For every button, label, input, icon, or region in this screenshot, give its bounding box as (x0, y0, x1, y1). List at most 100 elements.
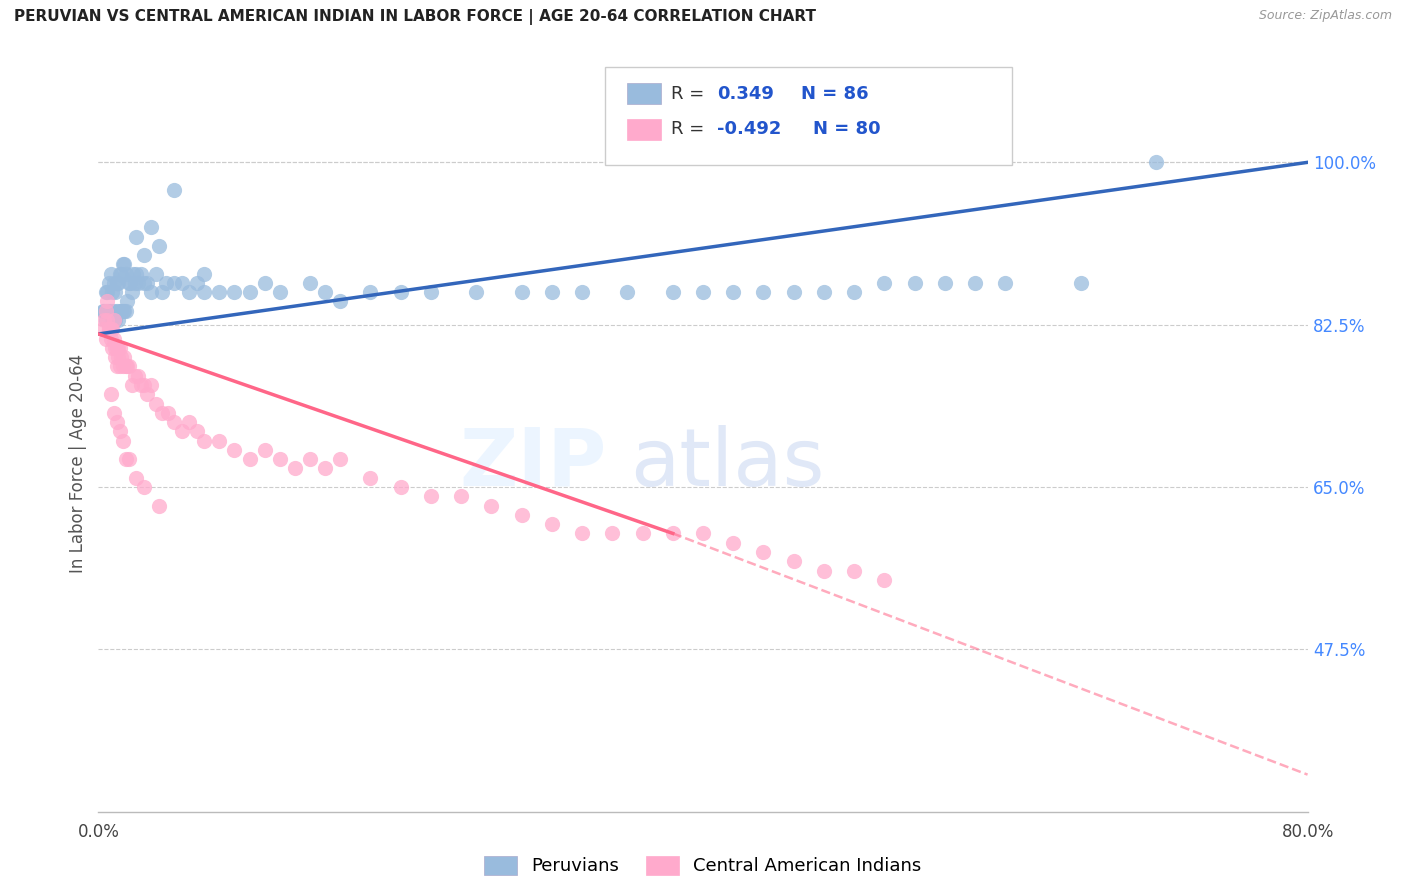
Point (112, 350, 135, 364)
Point (329, 452, 352, 467)
Point (94, 332, 117, 346)
Point (141, 285, 163, 300)
Point (100, 303, 122, 318)
Point (98, 322, 121, 336)
Text: atlas: atlas (630, 425, 825, 503)
Point (540, 517, 562, 532)
Text: Source: ZipAtlas.com: Source: ZipAtlas.com (1258, 9, 1392, 22)
Point (103, 276, 125, 290)
Point (873, 573, 896, 587)
Text: N = 86: N = 86 (801, 85, 869, 103)
Point (105, 341, 128, 355)
Point (105, 303, 128, 318)
Point (723, 285, 745, 300)
Point (155, 276, 177, 290)
Point (193, 285, 215, 300)
Point (105, 415, 128, 429)
Point (98, 276, 121, 290)
Point (94, 313, 117, 327)
Point (101, 285, 124, 300)
Point (329, 294, 352, 309)
Point (103, 332, 125, 346)
Point (269, 452, 291, 467)
Legend: Peruvians, Central American Indians: Peruvians, Central American Indians (477, 849, 929, 883)
Point (844, 564, 866, 578)
Point (101, 341, 124, 355)
Point (179, 285, 201, 300)
Point (179, 415, 201, 429)
Point (100, 267, 122, 281)
Point (127, 276, 149, 290)
Point (904, 276, 927, 290)
Point (571, 526, 593, 541)
Point (124, 368, 146, 383)
Point (170, 276, 193, 290)
Point (1070, 276, 1092, 290)
Point (148, 499, 170, 513)
Point (107, 313, 129, 327)
Point (129, 378, 152, 392)
Point (100, 332, 122, 346)
Point (93, 303, 115, 318)
Point (114, 267, 136, 281)
Point (107, 341, 129, 355)
Point (122, 267, 145, 281)
Point (269, 285, 291, 300)
Point (148, 239, 170, 253)
Point (132, 276, 155, 290)
Point (186, 425, 208, 439)
Point (112, 257, 135, 271)
Point (692, 526, 714, 541)
Point (112, 303, 135, 318)
Point (616, 285, 638, 300)
Point (110, 267, 132, 281)
Point (111, 257, 134, 271)
Point (994, 276, 1017, 290)
Point (163, 183, 186, 197)
Point (239, 452, 262, 467)
Point (540, 285, 562, 300)
Point (723, 535, 745, 549)
Point (114, 303, 136, 318)
Point (156, 406, 179, 420)
Point (934, 276, 956, 290)
Text: R =: R = (671, 120, 710, 138)
Point (101, 322, 124, 336)
Point (108, 425, 131, 439)
Point (124, 276, 146, 290)
Point (125, 267, 148, 281)
Y-axis label: In Labor Force | Age 20-64: In Labor Force | Age 20-64 (69, 354, 87, 574)
Point (208, 285, 231, 300)
Point (135, 276, 157, 290)
Point (193, 267, 215, 281)
Text: ZIP: ZIP (458, 425, 606, 503)
Point (163, 276, 186, 290)
Point (110, 350, 132, 364)
Point (314, 461, 336, 475)
Point (662, 526, 685, 541)
Point (965, 276, 987, 290)
Point (96, 285, 118, 300)
Point (150, 285, 173, 300)
Point (96, 313, 118, 327)
Point (111, 434, 134, 448)
Point (104, 341, 127, 355)
Point (571, 285, 593, 300)
Point (100, 322, 122, 336)
Point (170, 425, 193, 439)
Point (118, 359, 141, 374)
Point (299, 276, 322, 290)
Point (96, 303, 118, 318)
Point (360, 471, 382, 485)
Point (125, 471, 148, 485)
Point (163, 415, 186, 429)
Point (420, 285, 443, 300)
Point (844, 285, 866, 300)
Point (253, 442, 276, 457)
Point (127, 368, 149, 383)
Point (94, 303, 117, 318)
Point (465, 285, 488, 300)
Point (481, 499, 503, 513)
Point (193, 434, 215, 448)
Point (132, 378, 155, 392)
